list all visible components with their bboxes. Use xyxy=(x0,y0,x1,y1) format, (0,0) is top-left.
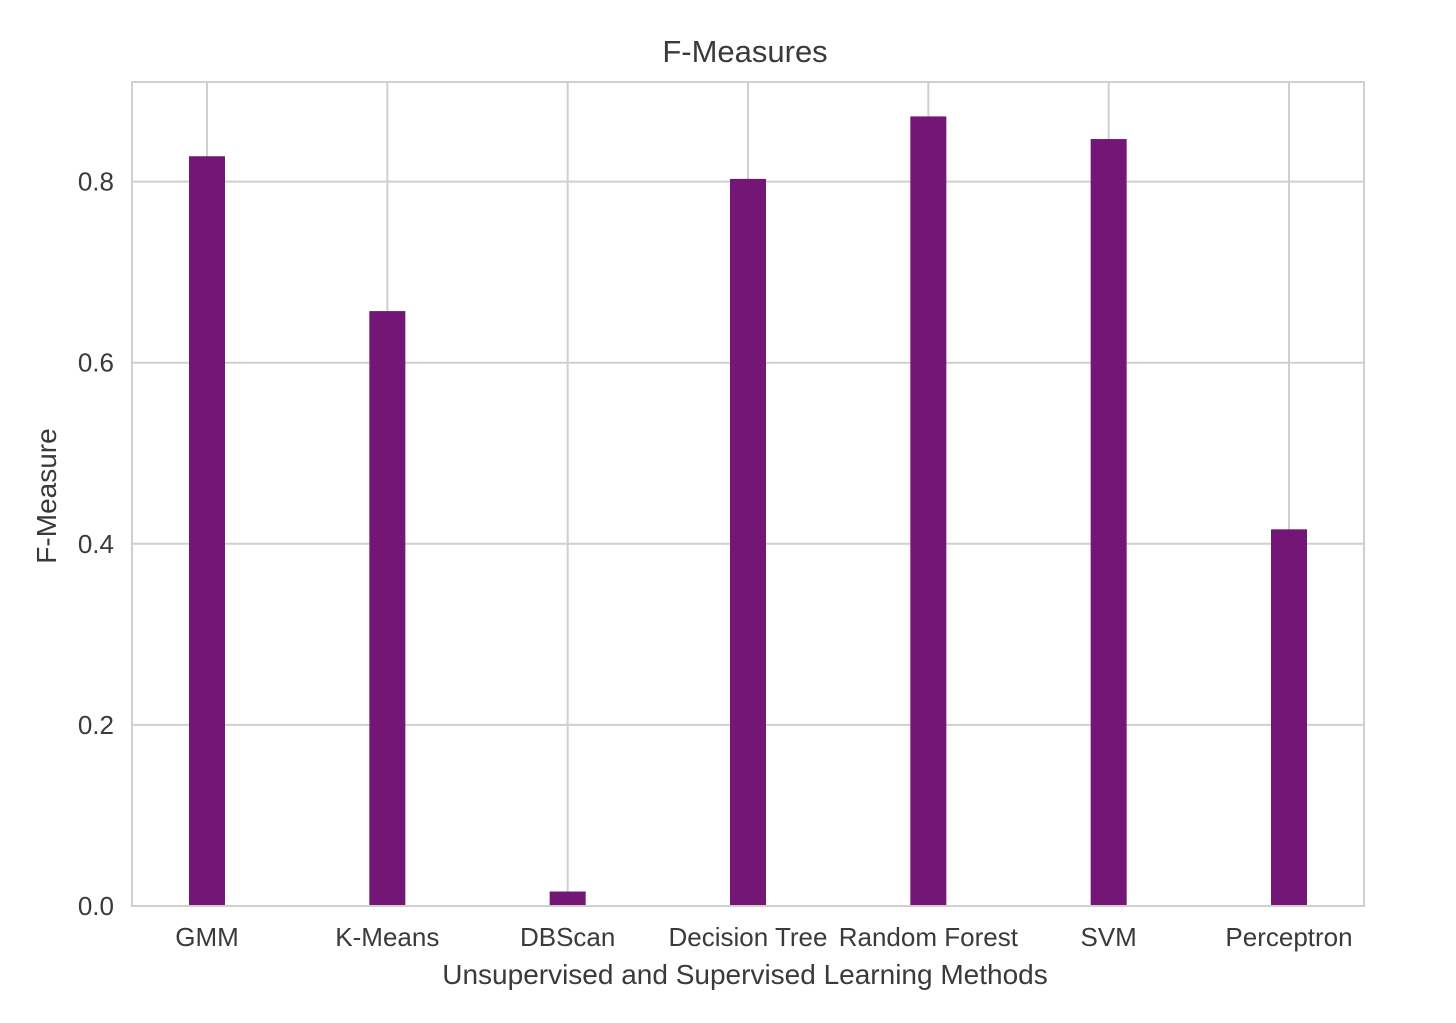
x-tick-label: Random Forest xyxy=(839,922,1019,952)
x-tick-label: K-Means xyxy=(335,922,439,952)
y-tick-label: 0.8 xyxy=(78,167,114,197)
x-tick-label: GMM xyxy=(175,922,239,952)
bar xyxy=(1090,139,1127,907)
bar xyxy=(189,156,225,906)
x-tick-label: DBScan xyxy=(520,922,615,952)
bars xyxy=(189,116,1307,907)
y-tick-label: 0.6 xyxy=(78,348,114,378)
x-axis-label: Unsupervised and Supervised Learning Met… xyxy=(442,959,1048,990)
bar xyxy=(730,178,766,906)
plot-frame xyxy=(131,81,1365,907)
bar xyxy=(910,116,947,906)
x-axis-ticks: GMM K-Means DBScan Decision Tree Random Fore… xyxy=(175,922,1352,952)
x-tick-label: Decision Tree xyxy=(669,922,828,952)
chart-title: F-Measures xyxy=(662,34,827,69)
y-tick-label: 0.4 xyxy=(78,529,114,559)
bar xyxy=(1271,529,1307,906)
bar xyxy=(549,891,586,906)
y-tick-label: 0.2 xyxy=(78,710,114,740)
y-axis-ticks: 0.0 0.2 0.4 0.6 0.8 xyxy=(78,167,114,921)
y-tick-label: 0.0 xyxy=(78,891,114,921)
y-axis-label: F-Measure xyxy=(31,428,62,563)
x-tick-label: SVM xyxy=(1080,922,1136,952)
x-tick-label: Perceptron xyxy=(1225,922,1352,952)
bar xyxy=(369,311,406,907)
